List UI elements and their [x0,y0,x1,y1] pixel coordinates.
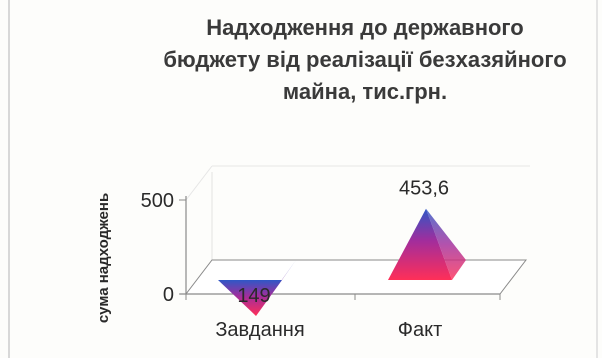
pyramid-side-face [256,260,296,316]
pyramid-front-face [388,208,452,280]
chart-floor [184,165,530,295]
x-category-label: Факт [398,319,442,341]
x-category-label: Завдання [215,319,304,341]
frame-left-border [8,0,10,358]
chart-title: Надходження до державного бюджету від ре… [163,15,567,104]
frame-right-border [596,0,598,358]
side-top-edge [185,165,213,201]
chart-labels: 149 Завдання 453,6 Факт [215,178,449,341]
y-tick-label: 0 [163,284,174,306]
data-label: 453,6 [399,178,449,200]
y-tick-label: 500 [141,190,174,212]
pyramid-side-face [426,208,466,280]
pyramid-front-face [218,280,282,316]
data-label: 149 [237,285,270,307]
chart-bars [218,208,466,316]
y-axis-label: сума надходжень [95,193,112,323]
